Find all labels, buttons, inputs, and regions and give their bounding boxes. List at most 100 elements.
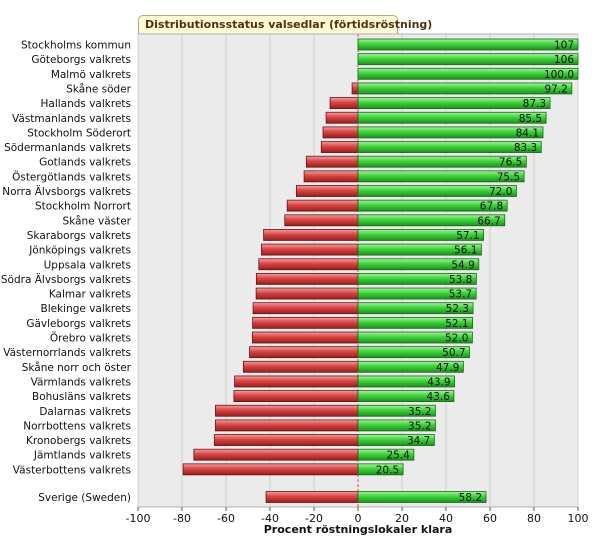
value-label: 43.6 [427,391,451,403]
positive-bar [357,463,404,476]
negative-bar [193,448,359,461]
negative-bar [182,463,359,476]
negative-bar [329,97,359,109]
positive-bar [357,141,542,153]
positive-bar [357,82,573,95]
positive-bar [357,448,415,461]
value-label: 56.1 [454,245,477,257]
negative-bar [234,375,359,388]
value-label: 34.7 [407,435,430,447]
x-tick-label: 40 [439,512,453,525]
category-label: Örebro valkrets [50,332,131,345]
category-label: Dalarnas valkrets [39,406,131,418]
positive-bar [357,126,544,139]
negative-bar [261,243,359,256]
negative-bar [255,272,359,285]
category-label: Kalmar valkrets [49,289,131,301]
value-label: 76.5 [499,157,522,169]
positive-bar [357,419,436,432]
category-label: Malmö valkrets [51,69,131,81]
positive-bar [357,229,485,241]
negative-bar [303,170,359,183]
category-label: Jönköpings valkrets [28,245,131,257]
negative-bar [251,331,359,344]
category-label: Västmanlands valkrets [12,113,131,125]
value-label: 25.4 [386,450,410,462]
value-label: 72.0 [489,186,512,198]
negative-bar [252,316,359,329]
positive-bar [357,331,473,344]
value-label: 87.3 [523,98,546,110]
x-tick-label: 60 [483,512,497,525]
x-tick-label: -40 [261,512,279,525]
x-tick-label: 20 [395,512,409,525]
category-label: Stockholm Norrort [35,201,131,213]
category-label: Göteborgs valkrets [31,54,131,66]
category-label: Norra Älvsborgs valkrets [2,185,131,198]
category-label: Norrbottens valkrets [23,420,131,432]
value-label: 53.7 [449,289,472,301]
value-label: 58.2 [459,492,482,504]
category-label: Hallands valkrets [40,98,131,110]
category-label: Västernorrlands valkrets [3,347,131,359]
value-label: 100.0 [544,69,574,81]
value-label: 107 [554,40,574,52]
value-label: 97.2 [544,83,567,95]
value-label: 67.8 [480,201,503,213]
x-tick-label: 0 [355,512,362,525]
value-label: 106 [554,54,574,66]
negative-bar [233,390,359,403]
negative-bar [320,141,359,153]
positive-bar [357,346,470,359]
value-label: 35.2 [408,420,431,432]
negative-bar [252,302,359,315]
positive-bar [357,272,477,285]
positive-bar [357,214,506,227]
value-label: 84.1 [516,127,539,139]
negative-bar [286,199,359,212]
x-tick-label: -100 [126,512,151,525]
positive-bar [357,67,579,80]
category-label: Västerbottens valkrets [13,464,131,476]
positive-bar [357,491,487,503]
negative-bar [295,185,359,197]
value-label: 83.3 [514,142,537,154]
positive-bar [357,302,474,315]
positive-bar [357,155,527,168]
positive-bar [357,404,436,417]
positive-bar [357,185,517,197]
category-label: Östergötlands valkrets [12,170,131,183]
positive-bar [357,375,455,388]
positive-bar [357,38,579,51]
positive-bar [357,170,525,183]
category-label: Blekinge valkrets [41,303,131,315]
category-label: Stockholm Söderort [27,127,131,139]
negative-bar [351,82,359,95]
value-label: 52.3 [446,303,469,315]
positive-bar [357,53,579,66]
category-label: Gotlands valkrets [39,157,131,169]
negative-bar [249,346,359,359]
value-label: 57.1 [456,230,479,242]
negative-bar [265,491,359,503]
value-label: 52.1 [445,318,468,330]
positive-bar [357,199,508,212]
category-label: Sverige (Sweden) [38,492,131,504]
positive-bar [357,287,477,300]
value-label: 66.7 [477,215,500,227]
positive-bar [357,97,551,109]
positive-bar [357,316,474,329]
value-label: 50.7 [442,347,465,359]
value-label: 20.5 [376,464,399,476]
positive-bar [357,360,464,373]
category-label: Gävleborgs valkrets [26,318,131,330]
x-tick-label: -80 [173,512,191,525]
x-axis-label: Procent röstningslokaler klara [263,523,453,536]
category-label: Skåne väster [63,214,132,227]
value-label: 47.9 [436,362,459,374]
x-tick-label: 80 [527,512,541,525]
negative-bar [213,434,359,446]
negative-bar [325,111,359,124]
category-label: Jämtlands valkrets [33,450,131,462]
